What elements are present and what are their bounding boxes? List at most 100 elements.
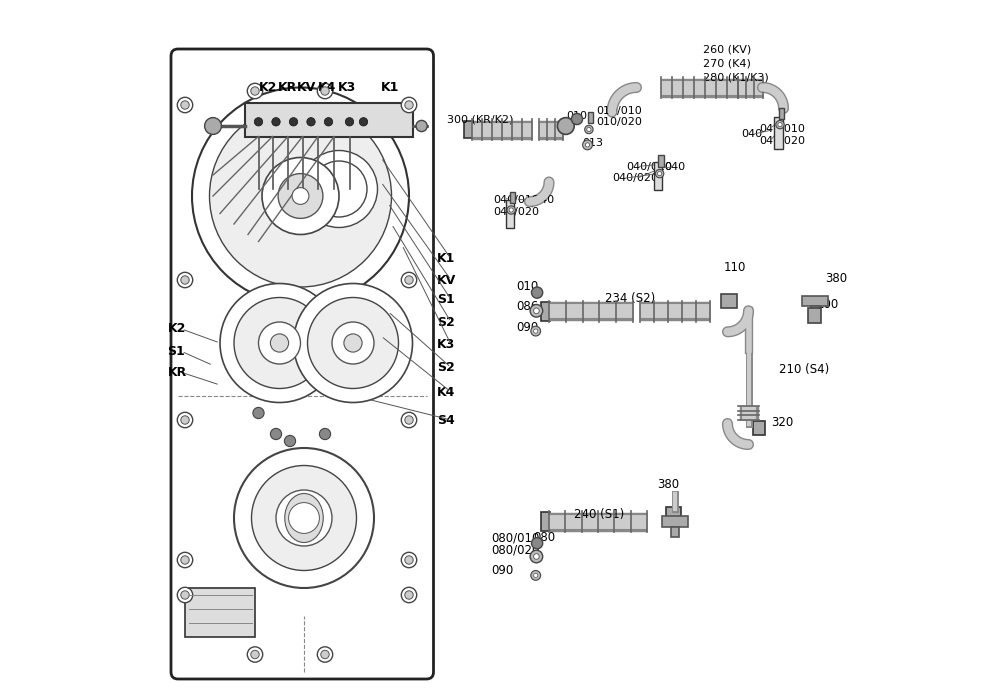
Circle shape <box>405 101 413 109</box>
Circle shape <box>278 174 323 218</box>
Text: K4: K4 <box>318 81 336 94</box>
Circle shape <box>234 298 325 389</box>
Circle shape <box>276 490 332 546</box>
Circle shape <box>778 122 782 127</box>
Text: 013: 013 <box>583 138 604 148</box>
Circle shape <box>531 570 541 580</box>
Text: 040/010: 040/010 <box>759 124 805 134</box>
Text: 040: 040 <box>742 130 763 139</box>
Text: S4: S4 <box>437 414 455 426</box>
Bar <box>654 162 662 190</box>
Circle shape <box>247 83 263 99</box>
Text: 080/010: 080/010 <box>491 531 539 544</box>
Circle shape <box>321 650 329 659</box>
Text: 040: 040 <box>534 195 555 205</box>
Text: 270 (K4): 270 (K4) <box>703 58 751 68</box>
Circle shape <box>585 125 593 134</box>
Bar <box>753 421 765 435</box>
Text: KR: KR <box>168 366 187 379</box>
Text: 090: 090 <box>491 564 513 577</box>
Text: 040/010: 040/010 <box>626 162 672 172</box>
Text: S2: S2 <box>437 316 455 328</box>
Circle shape <box>534 554 539 559</box>
Circle shape <box>300 150 378 228</box>
Circle shape <box>509 208 513 212</box>
Circle shape <box>321 87 329 95</box>
Circle shape <box>181 416 189 424</box>
Circle shape <box>530 304 543 317</box>
Bar <box>666 507 681 521</box>
Circle shape <box>181 556 189 564</box>
Circle shape <box>359 118 368 126</box>
Circle shape <box>272 118 280 126</box>
Text: K1: K1 <box>437 253 455 265</box>
Circle shape <box>531 326 541 336</box>
Circle shape <box>234 448 374 588</box>
Circle shape <box>401 552 417 568</box>
FancyBboxPatch shape <box>171 49 434 679</box>
Bar <box>245 103 413 136</box>
Text: 100: 100 <box>816 298 839 311</box>
Circle shape <box>311 161 367 217</box>
Circle shape <box>344 334 362 352</box>
Bar <box>779 108 784 119</box>
Circle shape <box>181 591 189 599</box>
Circle shape <box>251 87 259 95</box>
Text: KV: KV <box>297 81 316 94</box>
Circle shape <box>270 428 282 440</box>
Circle shape <box>405 416 413 424</box>
Bar <box>541 512 550 531</box>
Text: 234 (S2): 234 (S2) <box>605 292 655 304</box>
Circle shape <box>401 587 417 603</box>
Text: S1: S1 <box>168 345 185 358</box>
Bar <box>662 517 688 526</box>
Circle shape <box>177 552 193 568</box>
Circle shape <box>658 172 662 176</box>
Text: 260 (KV): 260 (KV) <box>703 44 751 54</box>
Text: K3: K3 <box>338 81 356 94</box>
Circle shape <box>530 550 543 563</box>
Circle shape <box>587 127 591 132</box>
Text: KV: KV <box>437 274 456 286</box>
Circle shape <box>292 188 309 204</box>
Text: KR: KR <box>278 81 297 94</box>
Circle shape <box>251 650 259 659</box>
Circle shape <box>220 284 339 402</box>
Text: K1: K1 <box>381 81 399 94</box>
Circle shape <box>177 272 193 288</box>
Circle shape <box>534 573 538 578</box>
Circle shape <box>405 591 413 599</box>
Bar <box>510 192 515 203</box>
Text: 110: 110 <box>724 261 746 274</box>
Text: 040/020: 040/020 <box>759 136 805 146</box>
Circle shape <box>253 407 264 419</box>
Circle shape <box>308 298 398 389</box>
Text: K2: K2 <box>168 323 186 335</box>
Circle shape <box>345 118 354 126</box>
Text: 080: 080 <box>534 531 556 544</box>
Circle shape <box>210 105 392 287</box>
Bar <box>811 306 819 316</box>
Circle shape <box>289 503 319 533</box>
Bar <box>541 302 550 321</box>
Circle shape <box>317 83 333 99</box>
Bar <box>464 120 473 139</box>
Text: 040: 040 <box>664 162 686 172</box>
Circle shape <box>532 538 543 549</box>
Circle shape <box>294 284 413 402</box>
Circle shape <box>401 97 417 113</box>
Circle shape <box>655 169 664 178</box>
Bar <box>808 308 821 323</box>
Bar <box>185 588 255 637</box>
Text: K4: K4 <box>437 386 455 398</box>
Circle shape <box>405 276 413 284</box>
Circle shape <box>534 329 538 333</box>
Bar <box>506 199 514 228</box>
Text: 090: 090 <box>516 321 538 334</box>
Circle shape <box>258 322 300 364</box>
Text: S2: S2 <box>437 361 455 374</box>
Circle shape <box>583 140 592 150</box>
Circle shape <box>405 556 413 564</box>
Circle shape <box>776 120 784 129</box>
Text: 380: 380 <box>826 272 848 285</box>
